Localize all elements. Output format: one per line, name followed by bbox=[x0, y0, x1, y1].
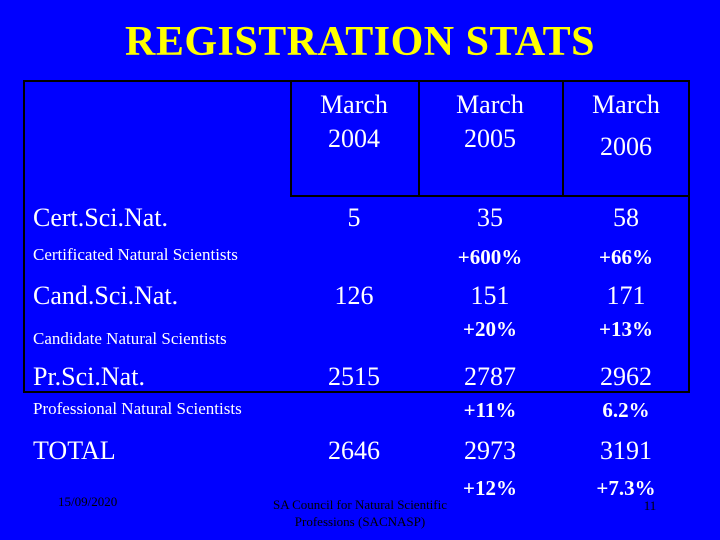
change-cell: +12% bbox=[463, 476, 517, 500]
row-label: TOTAL bbox=[33, 436, 116, 465]
value-cell: 58 bbox=[613, 203, 639, 232]
value-cell: 2515 bbox=[328, 362, 380, 391]
column-header-2006: March 2006 bbox=[592, 90, 660, 161]
value-cell: 3191 bbox=[600, 436, 652, 465]
row-label: Cand.Sci.Nat. bbox=[33, 281, 179, 310]
column-divider bbox=[290, 80, 292, 195]
value-cell: 35 bbox=[477, 203, 503, 232]
change-cell: 6.2% bbox=[602, 398, 650, 422]
footer-date: 15/09/2020 bbox=[58, 494, 118, 509]
row-sublabel: Professional Natural Scientists bbox=[33, 399, 242, 418]
footer-organization: SA Council for Natural Scientific Profes… bbox=[272, 497, 448, 529]
change-cell: +11% bbox=[463, 398, 517, 422]
footer-page-number: 11 bbox=[643, 498, 657, 513]
value-cell: 2973 bbox=[464, 436, 516, 465]
page-title: REGISTRATION STATS bbox=[125, 19, 595, 65]
change-cell: +13% bbox=[599, 317, 653, 341]
column-divider bbox=[562, 80, 564, 195]
stats-table bbox=[23, 80, 690, 393]
row-label: Pr.Sci.Nat. bbox=[33, 362, 145, 391]
value-cell: 171 bbox=[606, 281, 646, 310]
value-cell: 2787 bbox=[464, 362, 516, 391]
row-label: Cert.Sci.Nat. bbox=[33, 203, 169, 232]
value-cell: 2646 bbox=[328, 436, 380, 465]
row-sublabel: Candidate Natural Scientists bbox=[33, 329, 227, 348]
change-cell: +600% bbox=[457, 245, 523, 269]
column-header-2004: March 2004 bbox=[320, 90, 388, 153]
column-header-2005: March 2005 bbox=[456, 90, 524, 153]
value-cell: 151 bbox=[470, 281, 510, 310]
change-cell: +7.3% bbox=[596, 476, 656, 500]
change-cell: +20% bbox=[463, 317, 517, 341]
value-cell: 126 bbox=[334, 281, 374, 310]
change-cell: +66% bbox=[599, 245, 653, 269]
value-cell: 5 bbox=[347, 203, 361, 232]
column-divider bbox=[418, 80, 420, 195]
row-sublabel: Certificated Natural Scientists bbox=[33, 245, 238, 264]
header-divider bbox=[290, 195, 690, 197]
value-cell: 2962 bbox=[600, 362, 652, 391]
